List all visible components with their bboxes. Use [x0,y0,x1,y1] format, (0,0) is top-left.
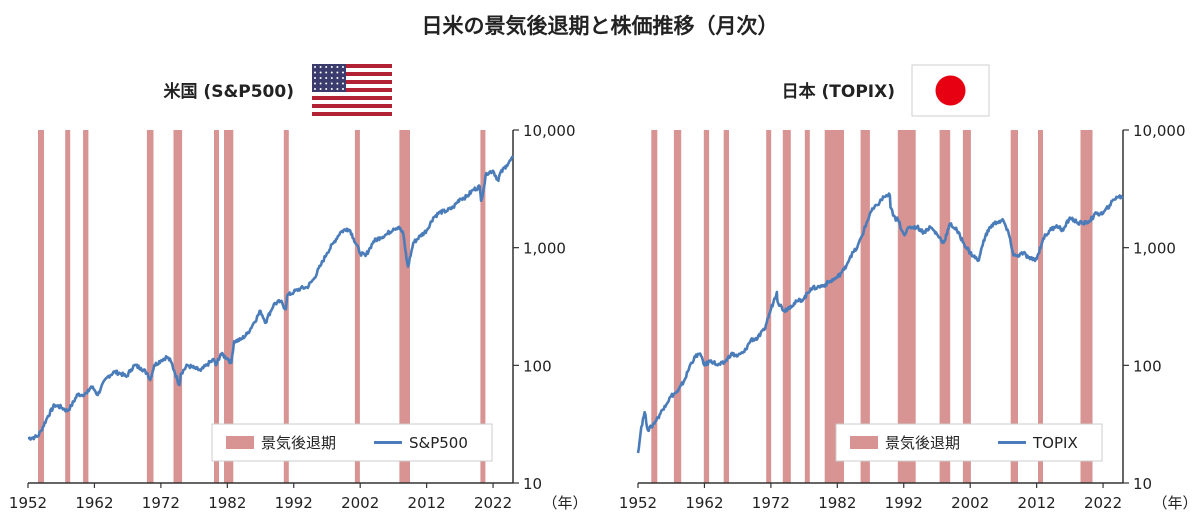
recession-bar [38,130,44,483]
year-unit-label: （年） [1152,494,1197,512]
year-unit-label: （年） [542,494,587,512]
legend-recession-swatch [226,436,254,449]
x-tick-label: 1992 [885,494,923,512]
x-tick-label: 2022 [474,494,512,512]
jp-flag-icon [911,64,990,117]
x-tick-label: 1982 [818,494,856,512]
recession-bar [65,130,71,483]
series-line [636,192,1124,454]
legend-box [835,423,1103,462]
recession-bar [1010,130,1018,483]
x-tick-label: 1962 [685,494,723,512]
x-tick-label: 2012 [1018,494,1056,512]
recession-bar [860,130,870,483]
y-tick-label: 10,000 [1133,122,1186,140]
recession-bar [673,130,682,483]
recession-bar [399,130,410,483]
x-tick-label: 1952 [9,494,47,512]
recession-bar [703,130,710,483]
y-tick-label: 10 [523,475,542,493]
y-tick-label: 100 [1133,357,1162,375]
recession-bar [480,130,486,483]
x-tick-label: 1972 [752,494,790,512]
recession-bar [173,130,183,483]
recession-bar [824,130,844,483]
x-tick-label: 1962 [75,494,113,512]
recession-bar [146,130,154,483]
recession-bar [766,130,772,483]
recession-bar [651,130,658,483]
recession-bar [1080,130,1093,483]
x-tick-label: 2012 [408,494,446,512]
legend-series-label: S&P500 [409,434,468,452]
legend-recession-label: 景気後退期 [885,434,960,452]
jp-chart: 1952 1962 1972 1982 1992 2002 2012 2022 （年）10 100… [619,122,1198,512]
legend-recession-swatch [850,436,878,449]
us-chart: 1952 1962 1972 1982 1992 2002 2012 2022 （年）10 100… [9,122,588,512]
legend-series-label: TOPIX [1032,434,1078,452]
y-tick-label: 10 [1133,475,1152,493]
recession-bar [804,130,810,483]
legend-box [211,423,493,462]
recession-bar [962,130,971,483]
x-tick-label: 1982 [208,494,246,512]
recession-bar [782,130,791,483]
recession-bar [83,130,89,483]
recession-bar [354,130,360,483]
us-panel-subtitle: 米国 (S&P500) [164,81,294,102]
us-flag-icon [312,64,392,116]
y-tick-label: 100 [523,357,552,375]
recession-bar [723,130,729,483]
x-tick-label: 1952 [619,494,657,512]
x-tick-label: 1992 [275,494,313,512]
recession-bar [214,130,219,483]
recession-bar [939,130,951,483]
legend-recession-label: 景気後退期 [261,434,336,452]
jp-panel-subtitle: 日本 (TOPIX) [782,81,895,102]
recession-bar [224,130,234,483]
x-tick-label: 1972 [142,494,180,512]
y-tick-label: 1,000 [523,240,566,258]
figure-title: 日米の景気後退期と株価推移（月次） [422,14,779,38]
x-tick-label: 2002 [951,494,989,512]
recession-bar [1038,130,1043,483]
recession-bar [897,130,916,483]
y-tick-label: 1,000 [1133,240,1176,258]
series-line [27,155,514,441]
x-tick-label: 2022 [1084,494,1122,512]
x-tick-label: 2002 [341,494,379,512]
y-tick-label: 10,000 [523,122,576,140]
